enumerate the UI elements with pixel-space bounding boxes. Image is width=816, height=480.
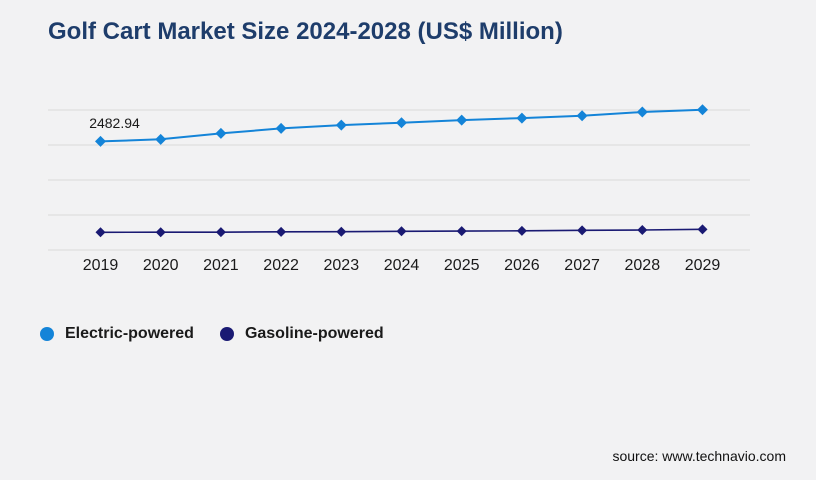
x-tick-label: 2019 (83, 257, 119, 274)
data-point-diamond-icon (697, 104, 708, 116)
data-point-diamond-icon (577, 225, 588, 236)
series-gasoline-powered (95, 224, 708, 238)
x-tick-label: 2027 (564, 257, 600, 274)
legend-label-gasoline: Gasoline-powered (244, 325, 384, 342)
data-point-diamond-icon (396, 117, 407, 129)
data-point-diamond-icon (276, 226, 287, 237)
data-point-diamond-icon (335, 119, 347, 131)
chart-title: Golf Cart Market Size 2024-2028 (US$ Mil… (48, 18, 563, 45)
data-point-diamond-icon (636, 106, 648, 118)
data-point-diamond-icon (456, 226, 467, 237)
data-point-diamond-icon (396, 226, 407, 237)
x-tick-label: 2021 (203, 257, 239, 274)
electric-series-marker-icon (40, 327, 54, 341)
x-axis-tick-labels: 2019 2020 2021 2022 2023 2024 2025 2026 2027 2028… (83, 257, 721, 274)
data-point-diamond-icon (697, 224, 708, 235)
data-point-diamond-icon (637, 224, 648, 235)
data-point-diamond-icon (336, 226, 347, 237)
x-tick-label: 2024 (384, 257, 420, 274)
data-point-diamond-icon (215, 227, 226, 238)
x-tick-label: 2023 (324, 257, 360, 274)
legend-item-electric: Electric-powered (40, 325, 194, 343)
x-tick-label: 2028 (625, 257, 661, 274)
data-point-diamond-icon (275, 122, 287, 134)
legend-item-gasoline: Gasoline-powered (219, 325, 384, 343)
data-point-diamond-icon (215, 127, 227, 139)
data-point-diamond-icon (95, 135, 106, 147)
x-tick-label: 2022 (263, 257, 299, 274)
x-tick-label: 2025 (444, 257, 480, 274)
data-point-diamond-icon (456, 114, 468, 126)
data-point-diamond-icon (516, 225, 527, 236)
x-tick-label: 2029 (685, 257, 721, 274)
source-attribution: source: www.technavio.com (612, 448, 786, 464)
data-label-2019-electric: 2482.94 (89, 115, 140, 131)
x-tick-label: 2020 (143, 257, 179, 274)
data-point-diamond-icon (155, 227, 166, 238)
x-tick-label: 2026 (504, 257, 540, 274)
legend-label-electric: Electric-powered (65, 325, 194, 342)
gridlines (48, 109, 750, 251)
data-point-diamond-icon (576, 110, 588, 122)
chart-legend: Electric-powered Gasoline-powered (40, 325, 384, 343)
gasoline-series-marker-icon (219, 327, 234, 341)
data-point-diamond-icon (155, 133, 167, 145)
series-electric-powered (95, 104, 708, 147)
data-point-diamond-icon (516, 112, 528, 124)
data-point-diamond-icon (95, 227, 106, 238)
